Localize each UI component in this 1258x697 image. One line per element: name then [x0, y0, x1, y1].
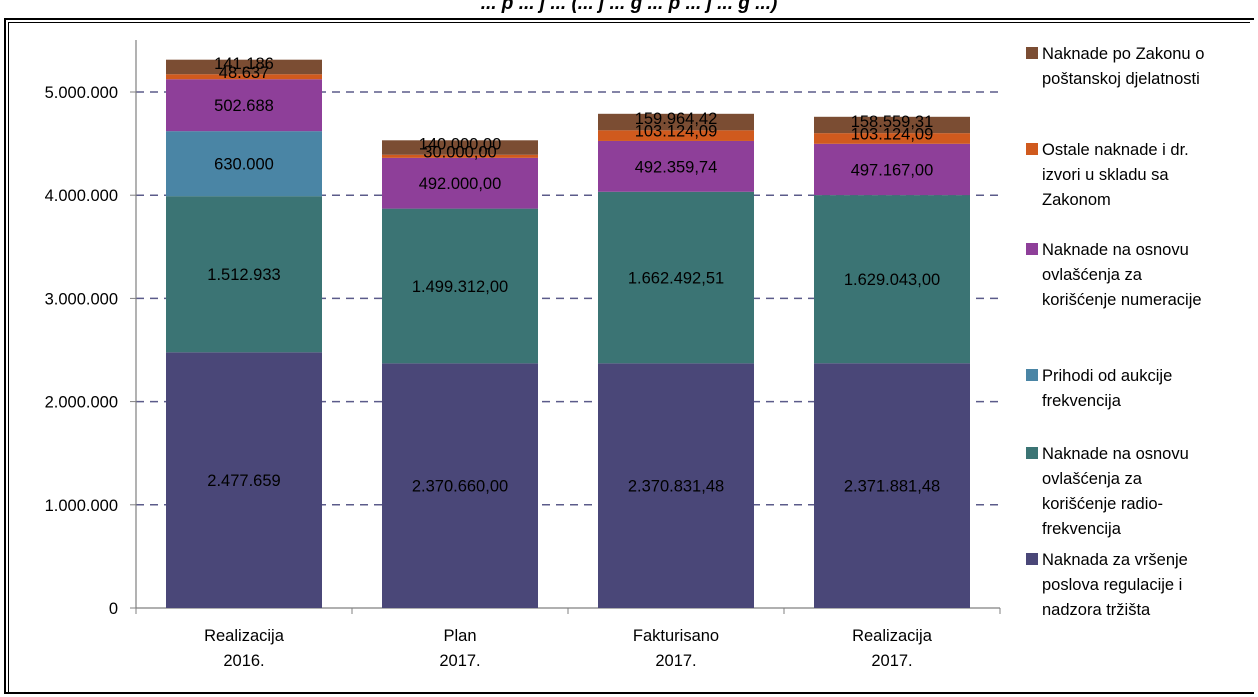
- data-label: 48.637: [219, 64, 269, 82]
- x-tick-label: Realizacija 2017.: [852, 627, 933, 670]
- legend-label: Naknade po Zakonu o poštanskoj djelatnost…: [1042, 45, 1205, 88]
- bar-segment: [166, 352, 322, 608]
- data-label: 497.167,00: [851, 161, 934, 179]
- y-tick-label: 1.000.000: [45, 497, 118, 515]
- bar-segment: [166, 196, 322, 353]
- legend-item: Ostale naknade i dr. izvori u skladu sa Za…: [1026, 138, 1254, 213]
- bar-segment: [814, 195, 970, 364]
- data-label: 1.629.043,00: [844, 271, 940, 289]
- data-label: 2.477.659: [207, 472, 280, 490]
- legend-item: Naknade po Zakonu o poštanskoj djelatnost…: [1026, 42, 1254, 92]
- data-label: 492.359,74: [635, 158, 718, 176]
- x-tick-labels: Realizacija 2016. Plan 2017. Fakturisano 2017…: [204, 627, 933, 670]
- bar-segment: [382, 363, 538, 608]
- legend-item: Naknade na osnovu ovlašćenja za korišćenje…: [1026, 238, 1254, 313]
- legend-label: Naknade na osnovu ovlašćenja za korišćenje…: [1042, 445, 1189, 538]
- legend-swatch: [1026, 553, 1038, 565]
- data-label: 2.370.831,48: [628, 478, 724, 496]
- y-tick-label: 2.000.000: [45, 394, 118, 412]
- legend-swatch: [1026, 447, 1038, 459]
- bar-segment: [382, 208, 538, 364]
- legend-item: Naknade na osnovu ovlašćenja za korišćenje…: [1026, 442, 1254, 542]
- bar-segment: [814, 116, 970, 134]
- bar-segment: [382, 140, 538, 155]
- bar-segment: [166, 131, 322, 197]
- bar-segment: [814, 143, 970, 196]
- x-tick-label: Realizacija 2016.: [204, 627, 285, 670]
- data-label: 630.000: [214, 156, 274, 174]
- legend-swatch: [1026, 143, 1038, 155]
- legend-swatch: [1026, 369, 1038, 381]
- chart-frame-inner: [8, 22, 1250, 694]
- legend-swatch: [1026, 243, 1038, 255]
- legend-swatch: [1026, 47, 1038, 59]
- y-tick-label: 4.000.000: [45, 187, 118, 205]
- legend: Naknade po Zakonu o poštanskoj djelatnost…: [1026, 42, 1256, 642]
- data-label: 2.370.660,00: [412, 478, 508, 496]
- y-tick-label: 3.000.000: [45, 290, 118, 308]
- data-label: 1.512.933: [207, 266, 280, 284]
- data-labels: 2.477.6591.512.933630.000502.68848.63714…: [207, 55, 940, 496]
- data-label: 103.124,09: [635, 123, 718, 141]
- bar-segment: [598, 363, 754, 608]
- data-label: 140.000,00: [419, 136, 502, 154]
- y-tick-labels: 0 1.000.000 2.000.000 3.000.000 4.000.000 5.0…: [45, 84, 118, 618]
- bar-segment: [814, 133, 970, 144]
- data-label: 2.371.881,48: [844, 478, 940, 496]
- y-tick-label: 5.000.000: [45, 84, 118, 102]
- bar-segment: [598, 140, 754, 192]
- x-tick-label: Fakturisano 2017.: [633, 627, 719, 670]
- bar-segment: [166, 59, 322, 75]
- bar-segment: [814, 363, 970, 608]
- data-label: 158.559,31: [851, 113, 934, 131]
- data-label: 1.662.492,51: [628, 270, 724, 288]
- legend-label: Naknada za vršenje poslova regulacije i na…: [1042, 551, 1188, 619]
- y-tick-label: 0: [109, 600, 118, 618]
- legend-label: Naknade na osnovu ovlašćenja za korišćenje…: [1042, 241, 1202, 309]
- bar-segment: [166, 79, 322, 132]
- data-label: 492.000,00: [419, 175, 502, 193]
- data-label: 159.964,42: [635, 110, 718, 128]
- legend-label: Ostale naknade i dr. izvori u skladu sa Za…: [1042, 141, 1189, 209]
- bar-segment: [598, 191, 754, 364]
- chart-frame-outer: [4, 18, 1254, 694]
- bar-segment: [382, 157, 538, 209]
- data-label: 30.000,00: [423, 143, 496, 161]
- bar-segment: [166, 74, 322, 80]
- chart-title-cut: ... p ... j ... (... j ... g ... p ... j…: [480, 0, 778, 14]
- legend-item: Naknada za vršenje poslova regulacije i na…: [1026, 548, 1254, 623]
- data-label: 1.499.312,00: [412, 278, 508, 296]
- data-label: 141.186: [214, 55, 274, 73]
- legend-label: Prihodi od aukcije frekvencija: [1042, 367, 1173, 410]
- data-label: 103.124,09: [851, 125, 934, 143]
- bar-segment: [598, 113, 754, 131]
- bar-segment: [382, 154, 538, 158]
- bars: [166, 59, 970, 608]
- data-label: 502.688: [214, 97, 274, 115]
- legend-item: Prihodi od aukcije frekvencija: [1026, 364, 1254, 414]
- x-tick-label: Plan 2017.: [439, 627, 480, 670]
- bar-segment: [598, 130, 754, 141]
